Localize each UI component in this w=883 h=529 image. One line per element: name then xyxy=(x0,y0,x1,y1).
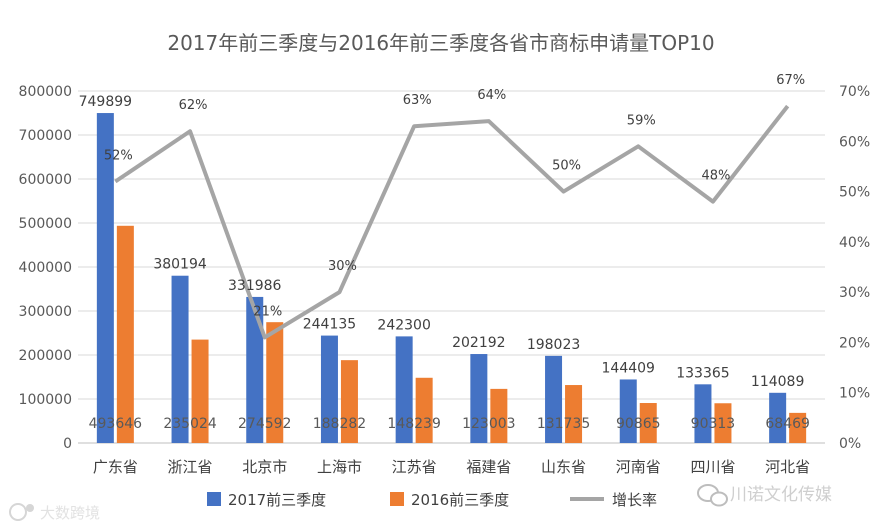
bar-2016 xyxy=(565,385,583,443)
y-right-tick-label: 70% xyxy=(839,84,870,100)
bar-2017 xyxy=(246,296,264,443)
wechat-icon xyxy=(697,484,728,507)
y-left-tick-label: 0 xyxy=(63,436,72,452)
y-left-tick-label: 600000 xyxy=(19,172,72,188)
bar-2017-value-label: 331986 xyxy=(228,278,282,294)
y-left-tick-label: 200000 xyxy=(19,348,72,364)
bar-2017 xyxy=(96,113,114,444)
bar-2016 xyxy=(789,412,807,443)
y-left-tick-label: 500000 xyxy=(19,216,72,232)
bar-2016-value-label: 68469 xyxy=(765,416,810,432)
bar-2016-value-label: 274592 xyxy=(238,416,291,432)
bar-2017 xyxy=(320,335,338,443)
y-right-tick-label: 40% xyxy=(839,235,870,251)
bar-2017 xyxy=(470,354,488,443)
chart-title: 2017年前三季度与2016年前三季度各省市商标申请量TOP10 xyxy=(167,31,714,55)
bar-2017-value-label: 133365 xyxy=(676,365,729,381)
bar-2017 xyxy=(545,355,563,443)
y-right-tick-label: 0% xyxy=(839,436,861,452)
bar-2017 xyxy=(171,275,189,443)
bar-2016-value-label: 90865 xyxy=(616,416,661,432)
growth-value-label: 67% xyxy=(776,73,805,88)
y-left-tick-label: 300000 xyxy=(19,304,72,320)
y-right-tick-label: 60% xyxy=(839,134,870,150)
bar-2016 xyxy=(340,360,358,443)
y-right-tick-label: 30% xyxy=(839,285,870,301)
x-category-label: 北京市 xyxy=(242,458,287,476)
watermark-right: 川诺文化传媒 xyxy=(730,485,832,505)
x-category-label: 福建省 xyxy=(466,458,511,476)
bar-2016-value-label: 131735 xyxy=(537,416,590,432)
bar-2016 xyxy=(116,225,134,443)
legend: 2017前三季度 2016前三季度 增长率 xyxy=(207,491,657,509)
x-category-label: 江苏省 xyxy=(392,458,437,476)
bar-2016 xyxy=(266,322,284,443)
legend-label-growth: 增长率 xyxy=(612,491,657,509)
x-category-label: 浙江省 xyxy=(168,458,213,476)
bar-2016-value-label: 493646 xyxy=(89,416,143,432)
y-left-tick-label: 700000 xyxy=(19,128,72,144)
legend-label-2016: 2016前三季度 xyxy=(411,491,509,509)
growth-value-label: 63% xyxy=(403,93,432,108)
growth-line-series xyxy=(114,104,790,340)
bar-2017-value-label: 242300 xyxy=(377,317,430,333)
bar-2017 xyxy=(694,384,712,443)
bar-2016 xyxy=(714,403,732,443)
data-labels: 749899 493646 380194 235024 331986 274592 2441… xyxy=(79,73,810,432)
bar-2016-value-label: 235024 xyxy=(163,416,217,432)
growth-value-label: 21% xyxy=(253,304,282,319)
y-right-tick-label: 50% xyxy=(839,185,870,201)
x-axis-categories: 广东省 浙江省 北京市 上海市 江苏省 福建省 山东省 河南省 四川省 河北省 xyxy=(93,458,810,476)
bar-series xyxy=(96,113,807,444)
bar-2017-value-label: 202192 xyxy=(452,335,505,351)
x-category-label: 山东省 xyxy=(541,458,586,476)
x-category-label: 上海市 xyxy=(317,458,362,476)
bar-2016 xyxy=(191,339,209,443)
bar-2016 xyxy=(415,377,433,443)
bar-2016 xyxy=(639,403,657,443)
y-left-tick-label: 800000 xyxy=(19,84,72,100)
bar-2017-value-label: 380194 xyxy=(153,257,207,273)
legend-swatch-2017 xyxy=(207,492,221,506)
y-axis-left: 0 100000 200000 300000 400000 500000 600000 700… xyxy=(19,84,72,452)
growth-value-label: 30% xyxy=(328,259,357,274)
growth-line xyxy=(114,104,790,340)
bar-2017-value-label: 114089 xyxy=(751,374,804,390)
y-right-tick-label: 10% xyxy=(839,386,870,402)
bar-2016-value-label: 123003 xyxy=(462,416,515,432)
growth-value-label: 48% xyxy=(701,169,730,184)
legend-swatch-2016 xyxy=(390,492,404,506)
x-category-label: 四川省 xyxy=(690,458,735,476)
y-left-tick-label: 400000 xyxy=(19,260,72,276)
legend-label-2017: 2017前三季度 xyxy=(228,491,326,509)
bar-2017-value-label: 244135 xyxy=(303,317,356,333)
growth-value-label: 62% xyxy=(179,98,208,113)
growth-value-label: 52% xyxy=(104,149,133,164)
bar-2016-value-label: 188282 xyxy=(313,416,366,432)
bar-2017-value-label: 198023 xyxy=(527,337,580,353)
x-category-label: 河北省 xyxy=(765,458,810,476)
watermark-left: 大数跨境 xyxy=(40,504,100,522)
x-category-label: 广东省 xyxy=(93,458,138,476)
growth-value-label: 50% xyxy=(552,159,581,174)
bar-2016-value-label: 90313 xyxy=(691,416,736,432)
bar-2017-value-label: 144409 xyxy=(602,360,655,376)
bar-2017 xyxy=(619,379,637,443)
growth-value-label: 64% xyxy=(477,88,506,103)
x-category-label: 河南省 xyxy=(616,458,661,476)
bar-2017-value-label: 749899 xyxy=(79,94,132,110)
bar-2017 xyxy=(395,336,413,443)
y-right-tick-label: 20% xyxy=(839,335,870,351)
watermark-left-logo-icon xyxy=(9,503,34,521)
bar-2017 xyxy=(769,392,787,443)
growth-value-label: 59% xyxy=(627,113,656,128)
bar-2016 xyxy=(490,388,508,443)
bar-2016-value-label: 148239 xyxy=(387,416,440,432)
y-axis-right: 0% 10% 20% 30% 40% 50% 60% 70% xyxy=(839,84,870,452)
watermarks: 大数跨境 川诺文化传媒 xyxy=(9,484,832,522)
y-left-tick-label: 100000 xyxy=(19,392,72,408)
